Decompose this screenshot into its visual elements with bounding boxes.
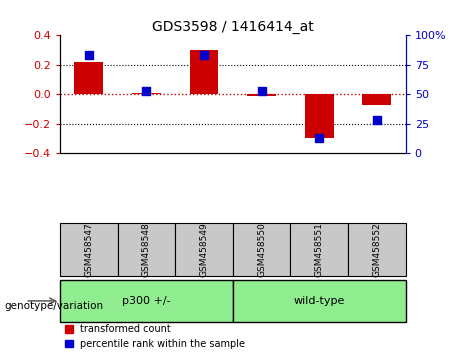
Bar — [118, 223, 175, 276]
Bar — [233, 223, 290, 276]
Bar — [305, 94, 334, 138]
Point — [142, 88, 150, 93]
Point — [200, 53, 207, 58]
Text: p300 +/-: p300 +/- — [122, 296, 171, 306]
Bar — [233, 280, 406, 322]
Bar — [247, 94, 276, 96]
Text: GSM458550: GSM458550 — [257, 222, 266, 277]
Title: GDS3598 / 1416414_at: GDS3598 / 1416414_at — [152, 21, 313, 34]
Bar — [290, 223, 348, 276]
Text: GSM458548: GSM458548 — [142, 222, 151, 277]
Text: GSM458549: GSM458549 — [200, 222, 208, 277]
Bar — [60, 223, 118, 276]
Bar — [175, 223, 233, 276]
Point — [373, 118, 381, 123]
Text: GSM458551: GSM458551 — [315, 222, 324, 277]
Text: GSM458547: GSM458547 — [84, 222, 93, 277]
Text: genotype/variation: genotype/variation — [5, 301, 104, 311]
Point — [258, 88, 266, 93]
Bar — [132, 93, 161, 94]
Text: wild-type: wild-type — [294, 296, 345, 306]
Bar — [74, 62, 103, 94]
Bar — [362, 94, 391, 105]
Bar — [60, 280, 233, 322]
Bar — [189, 50, 219, 94]
Legend: transformed count, percentile rank within the sample: transformed count, percentile rank withi… — [65, 324, 245, 349]
Text: GSM458552: GSM458552 — [372, 222, 381, 277]
Point — [315, 135, 323, 141]
Bar — [348, 223, 406, 276]
Point — [85, 53, 92, 58]
